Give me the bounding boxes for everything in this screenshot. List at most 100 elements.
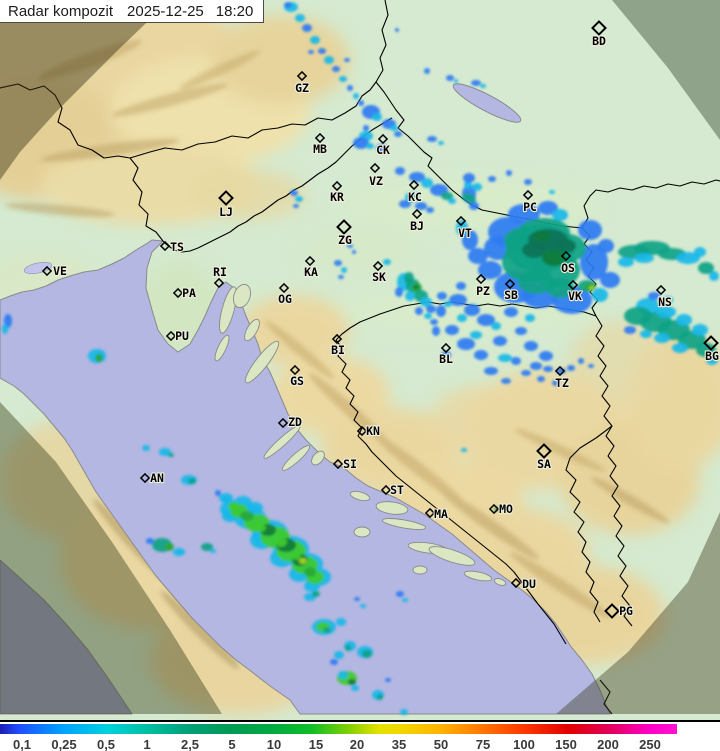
radar-echo <box>696 343 716 357</box>
station-label: NS <box>658 295 672 309</box>
colorbar-gradient <box>0 724 677 734</box>
station-SB: SB <box>503 278 519 303</box>
radar-echo <box>363 125 369 131</box>
station-label: TS <box>170 240 184 254</box>
station-label: BL <box>439 352 453 366</box>
radar-echo <box>324 56 334 64</box>
radar-echo <box>524 341 538 351</box>
station-label: BJ <box>410 219 424 233</box>
radar-echo <box>376 144 388 152</box>
radar-echo <box>698 262 714 274</box>
station-NS: NS <box>655 284 673 310</box>
radar-echo <box>362 650 372 658</box>
station-label: GZ <box>295 81 309 95</box>
station-label: LJ <box>219 205 233 219</box>
station-DU: DU <box>510 576 537 592</box>
station-marker-icon <box>304 255 316 267</box>
station-MO: MO <box>488 501 514 517</box>
station-RI: RI <box>212 264 228 289</box>
radar-echo <box>441 351 451 359</box>
station-label: VT <box>458 226 472 240</box>
station-marker-icon <box>331 333 343 345</box>
radar-echo <box>588 364 594 368</box>
station-label: BD <box>592 34 606 48</box>
station-marker-icon <box>172 287 184 299</box>
radar-echo <box>624 326 636 334</box>
radar-echo <box>549 190 555 194</box>
colorbar-tick: 1 <box>143 737 151 751</box>
radar-echo <box>445 325 459 335</box>
station-label: GS <box>290 374 304 388</box>
station-label: OG <box>278 292 292 306</box>
station-label: BG <box>705 349 719 363</box>
borders-layer <box>0 0 720 715</box>
radar-echo <box>600 272 620 288</box>
radar-echo <box>293 204 299 208</box>
map-time: 18:20 <box>215 2 254 20</box>
radar-echo <box>456 282 466 290</box>
station-LJ: LJ <box>218 190 234 220</box>
radar-echo <box>471 80 481 86</box>
station-PA: PA <box>172 285 197 301</box>
station-label: PZ <box>476 284 490 298</box>
radar-echo <box>474 350 488 360</box>
radar-echo <box>556 239 576 253</box>
colorbar-tick: 35 <box>391 737 407 751</box>
radar-echo <box>254 524 266 532</box>
stations-layer: BD GZ MB CK VZ KC KR LJ ZG BJ TS VE RI PA PU OG KA SK BI BL… <box>41 20 720 619</box>
station-label: ST <box>390 483 404 497</box>
radar-echo <box>201 543 213 551</box>
station-GZ: GZ <box>294 70 310 96</box>
station-marker-icon <box>41 265 53 277</box>
station-label: PG <box>619 604 633 618</box>
radar-echo <box>521 370 531 376</box>
radar-echo <box>351 685 359 691</box>
radar-echo <box>462 193 472 201</box>
radar-echo <box>461 448 467 452</box>
station-label: RI <box>213 265 227 279</box>
station-marker-icon <box>560 250 572 262</box>
radar-echo <box>168 453 174 457</box>
radar-echo <box>360 604 366 608</box>
colorbar-tick: 10 <box>266 737 282 751</box>
station-KA: KA <box>303 255 319 280</box>
station-label: MA <box>434 507 448 521</box>
title-bar: Radar kompozit 2025-12-25 18:20 <box>0 0 265 23</box>
radar-echo <box>706 355 718 365</box>
radar-echo <box>504 307 518 317</box>
station-AN: AN <box>139 470 165 486</box>
radar-echo <box>420 297 432 307</box>
radar-echo <box>709 271 719 281</box>
radar-echo <box>323 627 331 633</box>
station-marker-icon <box>536 443 552 459</box>
radar-echo <box>448 198 456 204</box>
radar-echo <box>413 285 419 289</box>
station-marker-icon <box>504 278 516 290</box>
radar-echo <box>618 257 634 267</box>
radar-echo <box>353 137 369 149</box>
station-marker-icon <box>655 284 667 296</box>
radar-echo <box>390 125 398 131</box>
station-PZ: PZ <box>475 273 491 299</box>
station-BG: BG <box>703 335 720 364</box>
radar-echo <box>542 250 566 266</box>
station-marker-icon <box>703 335 719 351</box>
station-GS: GS <box>289 364 305 389</box>
radar-echo <box>488 176 496 182</box>
radar-echo <box>395 287 403 297</box>
lake-balaton <box>452 83 522 123</box>
radar-echo <box>164 543 174 551</box>
radar-echo <box>308 50 314 54</box>
radar-echo <box>318 48 326 54</box>
radar-echo <box>348 679 356 685</box>
radar-echo <box>338 275 344 279</box>
radar-echo <box>310 36 320 44</box>
radar-echo <box>339 76 347 82</box>
station-label: KC <box>408 190 422 204</box>
station-marker-icon <box>277 417 289 429</box>
radar-echo <box>424 68 430 74</box>
radar-echo <box>640 330 652 338</box>
radar-echo <box>405 291 415 301</box>
radar-echo <box>454 79 458 83</box>
radar-echo <box>421 178 433 188</box>
